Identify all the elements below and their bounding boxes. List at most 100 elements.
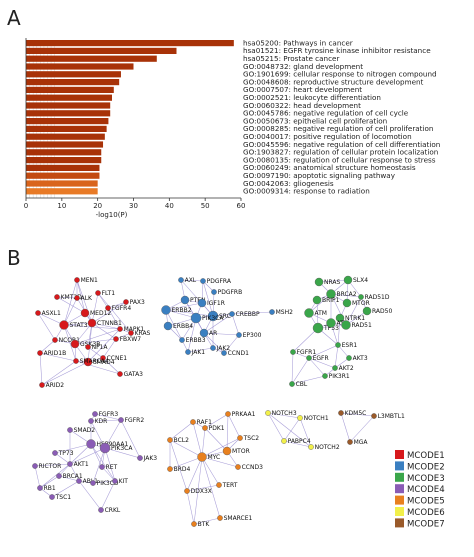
network-node-label: SLX4 [353,277,368,284]
network-node [67,427,73,433]
network-node [225,411,231,417]
network-node [343,275,353,285]
network-edge [349,415,375,443]
network-node [217,515,223,521]
network-node-label: CCND3 [242,464,263,471]
network-edge [87,322,93,363]
network-node [314,277,324,287]
network-edge [308,344,339,359]
network-node-label: MED12 [90,310,111,317]
network-edge [74,322,93,345]
network-node-label: SMAD2 [74,427,96,434]
network-edge [87,328,121,363]
network-node [49,494,55,500]
network-edge [345,296,362,326]
network-node [87,318,97,328]
network-edge [193,456,203,525]
network-node-label: JAK2 [216,345,231,352]
network-node [210,345,216,351]
bar [26,157,102,164]
bar-label: GO:0048608: reproductive structure devel… [243,77,424,86]
network-node-label: PDK1 [209,425,225,432]
bar-label: GO:0009314: response to radiation [243,187,370,196]
network-node-label: ASXL1 [42,310,61,317]
network-edge [69,463,80,482]
network-node-label: AKT2 [339,365,354,372]
bar [26,133,105,140]
network-node [237,435,243,441]
network-node-label: ATM [315,310,327,317]
network-node [59,320,69,330]
network-edge [56,296,86,314]
legend-label: MCODE5 [407,497,445,507]
network-node-label: CBL [296,381,308,388]
network-node-label: CCNE1 [107,355,128,362]
network-edge [39,475,60,489]
network-edge [231,311,273,315]
network-edge [187,347,214,353]
network-edge [34,463,71,467]
network-node-label: NOTCH3 [272,410,297,417]
network-node-label: GATA3 [124,371,144,378]
network-edge [201,427,206,458]
legend-label: MCODE2 [407,462,445,472]
network-node [178,277,184,283]
network-edge [92,447,106,484]
network-edge [107,307,121,330]
network-node [308,444,314,450]
bar [26,110,111,117]
network-node-label: KRAS [135,330,151,337]
network-node-label: AXL [185,277,197,284]
legend-swatch [395,495,404,505]
network-edge [291,375,326,385]
network-node [70,339,80,349]
network-edge [308,293,332,314]
network-node-label: RAD51 [352,322,372,329]
network-node [202,425,208,431]
network-node-label: NRAS [324,279,341,286]
bar-label: hsa05200: Pathways in cancer [243,38,353,47]
network-node-label: FLT1 [102,290,116,297]
network-edge [69,443,92,465]
bar-label: GO:0060322: head development [243,101,361,110]
network-node-label: JAK1 [191,349,206,356]
network-edge [201,456,220,486]
network-node [137,455,143,461]
network-node-label: ESR1 [342,342,358,349]
network-node-label: NOTCH2 [315,444,340,451]
network-node [167,437,173,443]
network-edge [104,419,122,449]
network-node-label: PDGFRA [207,278,232,285]
network-edge [91,301,127,324]
network-node [190,312,202,324]
network-node-label: AKT1 [74,461,89,468]
network-edge [104,447,141,459]
network-node-label: GSK3B [80,341,100,348]
legend-label: MCODE1 [407,451,445,461]
legend-label: MCODE3 [407,474,445,484]
network-edge [39,352,77,362]
x-tick-label: 50 [201,202,210,210]
network-edge [87,346,104,359]
bar-label: GO:0045786: negative regulation of cell … [243,109,409,118]
network-node [92,411,98,417]
bar-label: GO:0060249: anatomical structure homeost… [243,163,416,172]
network-edge [120,419,141,459]
legend-swatch [395,507,404,516]
network-node [312,295,322,305]
bar-label: GO:0008285: negative regulation of cell … [243,124,433,133]
network-edge [223,334,240,354]
panel-letter-a: A [7,6,21,30]
network-node [211,289,217,295]
bar-label: GO:0042063: gliogenesis [243,179,334,188]
bar [26,118,109,125]
network-node-label: CCND1 [228,350,249,357]
network-node-label: PAX3 [130,299,145,306]
network-node [80,308,90,318]
network-node [179,337,185,343]
bar-label: GO:0048732: gland development [243,62,363,71]
network-node [297,415,303,421]
network-node-label: TP53 [323,325,339,332]
network-node-label: PABPC4 [288,438,311,445]
